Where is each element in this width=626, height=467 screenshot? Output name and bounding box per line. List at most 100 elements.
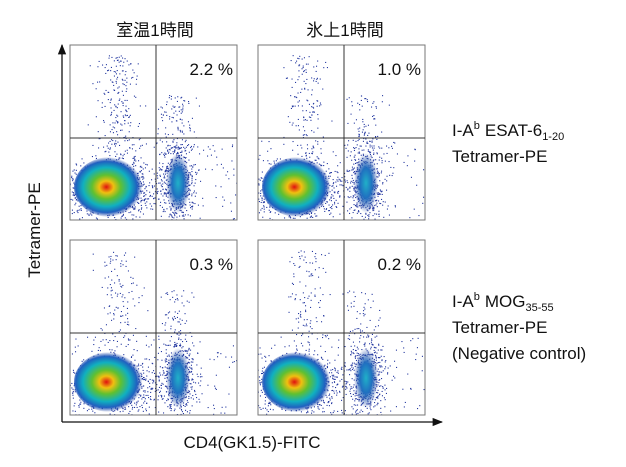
event-dot <box>283 67 285 69</box>
event-dot <box>75 202 77 204</box>
event-dot <box>371 147 373 149</box>
event-dot <box>381 101 383 103</box>
event-dot <box>135 150 137 152</box>
event-dot <box>185 153 187 155</box>
event-dot <box>300 144 302 146</box>
event-dot <box>292 141 294 143</box>
event-dot <box>128 116 130 118</box>
event-dot <box>124 217 126 219</box>
event-dot <box>56 379 57 380</box>
event-dot <box>114 217 116 219</box>
event-dot <box>157 389 159 391</box>
event-dot <box>110 287 112 289</box>
event-dot <box>72 199 74 201</box>
event-dot <box>124 321 126 323</box>
event-dot <box>89 222 90 223</box>
event-dot <box>180 330 182 332</box>
event-dot <box>146 402 148 404</box>
event-dot <box>348 97 350 99</box>
event-dot <box>189 127 191 129</box>
event-dot <box>349 208 351 210</box>
event-dot <box>163 199 165 201</box>
event-dot <box>111 143 113 145</box>
density-plot: 2.2 % <box>60 44 238 223</box>
event-dot <box>189 130 191 132</box>
density-plot: 1.0 % <box>257 44 426 222</box>
event-dot <box>169 206 171 208</box>
event-dot <box>191 176 193 178</box>
event-dot <box>122 115 124 117</box>
event-dot <box>166 167 168 169</box>
event-dot <box>113 84 115 86</box>
event-dot <box>220 163 222 165</box>
event-dot <box>165 169 167 171</box>
event-dot <box>230 202 232 204</box>
event-dot <box>258 184 260 186</box>
event-dot <box>126 218 128 220</box>
event-dot <box>299 55 301 57</box>
event-dot <box>187 214 189 216</box>
event-dot <box>295 62 297 64</box>
event-dot <box>189 366 191 368</box>
event-dot <box>153 398 155 400</box>
event-dot <box>167 144 169 146</box>
event-dot <box>353 195 355 197</box>
event-dot <box>373 147 375 149</box>
event-dot <box>118 331 120 333</box>
event-dot <box>378 210 380 212</box>
event-dot <box>351 185 353 187</box>
density-core <box>262 157 334 217</box>
event-dot <box>367 149 369 151</box>
event-dot <box>353 171 355 173</box>
event-dot <box>161 382 163 384</box>
event-dot <box>303 119 305 121</box>
event-dot <box>336 171 338 173</box>
event-dot <box>137 400 139 402</box>
event-dot <box>172 141 174 143</box>
event-dot <box>356 204 358 206</box>
event-dot <box>267 160 269 162</box>
event-dot <box>125 71 127 73</box>
event-dot <box>110 294 112 296</box>
event-dot <box>311 152 313 154</box>
event-dot <box>86 210 88 212</box>
event-dot <box>164 324 166 326</box>
event-dot <box>380 190 382 192</box>
event-dot <box>359 104 361 106</box>
event-dot <box>317 118 319 120</box>
event-dot <box>378 213 380 215</box>
event-dot <box>347 150 349 152</box>
event-dot <box>174 345 176 347</box>
event-dot <box>160 168 162 170</box>
event-dot <box>80 209 82 211</box>
event-dot <box>351 174 353 176</box>
event-dot <box>115 105 117 107</box>
event-dot <box>96 218 98 220</box>
event-dot <box>211 169 213 171</box>
event-dot <box>131 214 133 216</box>
event-dot <box>350 221 351 222</box>
event-dot <box>358 148 360 150</box>
event-dot <box>177 129 179 131</box>
event-dot <box>151 379 153 381</box>
event-dot <box>179 106 181 108</box>
event-dot <box>139 105 141 107</box>
event-dot <box>366 142 368 144</box>
event-dot <box>120 343 122 345</box>
event-dot <box>123 84 125 86</box>
event-dot <box>128 108 130 110</box>
event-dot <box>137 125 139 127</box>
event-dot <box>258 178 260 180</box>
event-dot <box>334 192 336 194</box>
event-dot <box>118 61 120 63</box>
event-dot <box>388 161 390 163</box>
event-dot <box>161 107 163 109</box>
event-dot <box>170 207 172 209</box>
event-dot <box>91 408 93 410</box>
event-dot <box>162 374 164 376</box>
event-dot <box>174 146 176 148</box>
event-dot <box>81 158 83 160</box>
event-dot <box>60 175 61 176</box>
event-dot <box>136 406 138 408</box>
event-dot <box>196 172 198 174</box>
